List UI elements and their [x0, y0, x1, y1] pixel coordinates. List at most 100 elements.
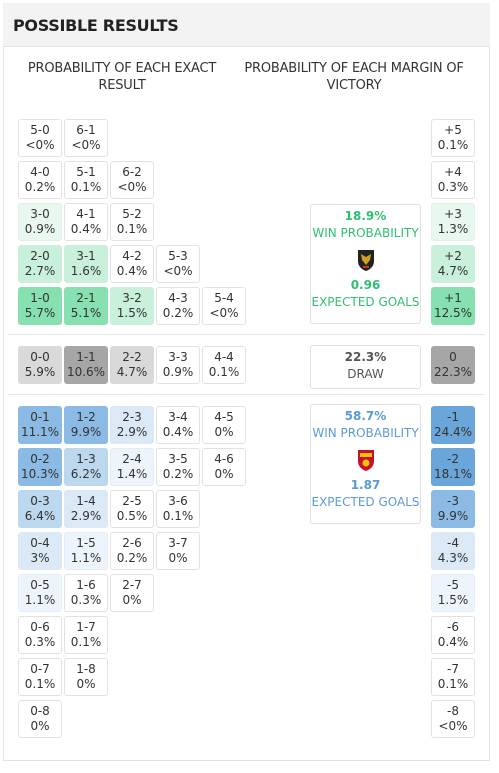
- score-cell-home: 4-1 0.4%: [64, 203, 108, 241]
- cell-label: 4-4: [214, 350, 234, 364]
- cell-label: 2-5: [122, 494, 142, 508]
- cell-label: +2: [444, 249, 462, 263]
- cell-probability: 0.1%: [70, 180, 102, 194]
- margin-cell-away: -8 <0%: [431, 700, 475, 738]
- margin-cell-home: +4 0.3%: [431, 161, 475, 199]
- cell-label: 5-4: [214, 291, 234, 305]
- cell-label: 1-2: [76, 410, 96, 424]
- cell-label: 3-7: [168, 536, 188, 550]
- cell-label: 0-0: [30, 350, 50, 364]
- score-cell-home: 4-2 0.4%: [110, 245, 154, 283]
- margin-header-line1: PROBABILITY OF EACH MARGIN OF: [244, 61, 464, 76]
- cell-probability: 1.5%: [116, 306, 148, 320]
- cell-label: 3-2: [122, 291, 142, 305]
- margin-cell-home: +3 1.3%: [431, 203, 475, 241]
- score-cell-away: 2-6 0.2%: [110, 532, 154, 570]
- cell-label: 2-1: [76, 291, 96, 305]
- score-cell-away: 0-4 3%: [18, 532, 62, 570]
- margin-header: PROBABILITY OF EACH MARGIN OF VICTORY: [238, 60, 470, 94]
- score-cell-away: 0-6 0.3%: [18, 616, 62, 654]
- cell-label: 0-2: [30, 452, 50, 466]
- score-cell-home: 5-4 <0%: [202, 287, 246, 325]
- cell-probability: 4.3%: [437, 551, 469, 565]
- margin-cell-draw: 0 22.3%: [431, 346, 475, 384]
- score-cell-draw: 0-0 5.9%: [18, 346, 62, 384]
- cell-label: 0-6: [30, 620, 50, 634]
- section-title: POSSIBLE RESULTS: [13, 16, 179, 35]
- cell-label: 2-7: [122, 578, 142, 592]
- cell-label: 2-4: [122, 452, 142, 466]
- cell-probability: 0.5%: [116, 509, 148, 523]
- score-cell-home: 1-0 5.7%: [18, 287, 62, 325]
- cell-probability: 2.9%: [116, 425, 148, 439]
- cell-label: 3-6: [168, 494, 188, 508]
- cell-label: 1-3: [76, 452, 96, 466]
- score-cell-away: 2-7 0%: [110, 574, 154, 612]
- cell-probability: 0.9%: [24, 222, 56, 236]
- cell-probability: 1.4%: [116, 467, 148, 481]
- score-cell-home: 5-2 0.1%: [110, 203, 154, 241]
- score-cell-home: 5-1 0.1%: [64, 161, 108, 199]
- cell-probability: 0.4%: [70, 222, 102, 236]
- score-cell-away: 1-3 6.2%: [64, 448, 108, 486]
- cell-label: 3-1: [76, 249, 96, 263]
- cell-probability: 0%: [30, 719, 50, 733]
- cell-label: +5: [444, 123, 462, 137]
- score-cell-away: 3-7 0%: [156, 532, 200, 570]
- away-expected-goals: 1.87: [350, 478, 381, 492]
- score-cell-away: 1-7 0.1%: [64, 616, 108, 654]
- cell-label: 1-1: [76, 350, 96, 364]
- score-cell-home: 2-0 2.7%: [18, 245, 62, 283]
- cell-probability: 1.3%: [437, 222, 469, 236]
- score-cell-away: 3-4 0.4%: [156, 406, 200, 444]
- cell-probability: 0%: [168, 551, 188, 565]
- cell-probability: 0.3%: [437, 180, 469, 194]
- cell-probability: 0.4%: [116, 264, 148, 278]
- cell-probability: 0.3%: [70, 593, 102, 607]
- cell-probability: 10.3%: [20, 467, 60, 481]
- cell-label: 1-6: [76, 578, 96, 592]
- cell-label: 2-3: [122, 410, 142, 424]
- cell-probability: <0%: [163, 264, 193, 278]
- cell-label: 1-5: [76, 536, 96, 550]
- cell-label: +4: [444, 165, 462, 179]
- margin-cell-away: -4 4.3%: [431, 532, 475, 570]
- score-cell-away: 1-6 0.3%: [64, 574, 108, 612]
- cell-probability: <0%: [71, 138, 101, 152]
- cell-label: 5-1: [76, 165, 96, 179]
- cell-label: 3-5: [168, 452, 188, 466]
- margin-cell-away: -7 0.1%: [431, 658, 475, 696]
- cell-probability: 0.4%: [437, 635, 469, 649]
- cell-label: 5-2: [122, 207, 142, 221]
- cell-probability: 24.4%: [433, 425, 473, 439]
- score-cell-away: 0-3 6.4%: [18, 490, 62, 528]
- cell-probability: <0%: [117, 180, 147, 194]
- margin-cell-away: -5 1.5%: [431, 574, 475, 612]
- score-cell-home: 6-2 <0%: [110, 161, 154, 199]
- score-cell-home: 5-0 <0%: [18, 119, 62, 157]
- cell-label: -5: [447, 578, 459, 592]
- cell-probability: 5.7%: [24, 306, 56, 320]
- cell-probability: 0.1%: [70, 635, 102, 649]
- cell-probability: 0.1%: [24, 677, 56, 691]
- cell-probability: 0.1%: [437, 677, 469, 691]
- cell-label: -4: [447, 536, 459, 550]
- cell-label: -6: [447, 620, 459, 634]
- cell-label: 2-0: [30, 249, 50, 263]
- cell-probability: 3%: [30, 551, 50, 565]
- score-cell-away: 3-5 0.2%: [156, 448, 200, 486]
- score-cell-away: 3-6 0.1%: [156, 490, 200, 528]
- home-win-label: WIN PROBABILITY: [312, 226, 419, 240]
- divider: [8, 334, 485, 335]
- cell-probability: 0%: [122, 593, 142, 607]
- cell-probability: 6.4%: [24, 509, 56, 523]
- score-cell-away: 2-5 0.5%: [110, 490, 154, 528]
- cell-label: -3: [447, 494, 459, 508]
- score-cell-away: 2-3 2.9%: [110, 406, 154, 444]
- away-summary-box: 58.7% WIN PROBABILITY 1.87 EXPECTED GOAL…: [310, 404, 421, 524]
- cell-label: -2: [447, 452, 459, 466]
- cell-label: 4-5: [214, 410, 234, 424]
- cell-probability: 12.5%: [433, 306, 473, 320]
- score-cell-away: 1-8 0%: [64, 658, 108, 696]
- cell-probability: 0.3%: [24, 635, 56, 649]
